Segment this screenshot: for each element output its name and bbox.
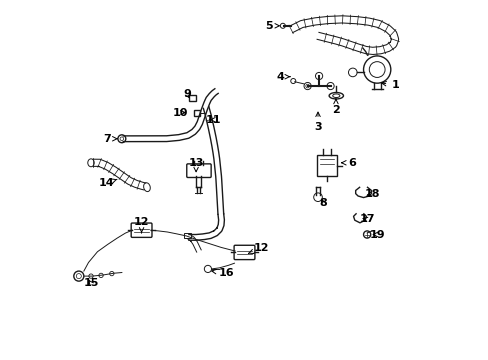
Text: 11: 11	[205, 115, 220, 125]
Text: 8: 8	[319, 198, 326, 208]
Text: 5: 5	[264, 21, 279, 31]
Text: 12: 12	[134, 217, 149, 233]
Text: 14: 14	[99, 178, 117, 188]
Text: 16: 16	[211, 268, 234, 278]
Text: 13: 13	[188, 158, 203, 172]
Text: 9: 9	[183, 89, 191, 99]
Text: 18: 18	[365, 189, 380, 199]
Text: 12: 12	[248, 243, 269, 253]
Text: 15: 15	[83, 278, 99, 288]
Text: 19: 19	[368, 230, 384, 239]
Text: 17: 17	[359, 215, 374, 224]
Text: 7: 7	[103, 134, 117, 144]
Text: 2: 2	[331, 99, 339, 115]
Text: 3: 3	[314, 112, 321, 132]
Text: 10: 10	[173, 108, 188, 118]
Bar	[183, 233, 190, 238]
Text: 1: 1	[381, 80, 398, 90]
Text: 4: 4	[276, 72, 289, 82]
Text: 6: 6	[341, 158, 355, 168]
